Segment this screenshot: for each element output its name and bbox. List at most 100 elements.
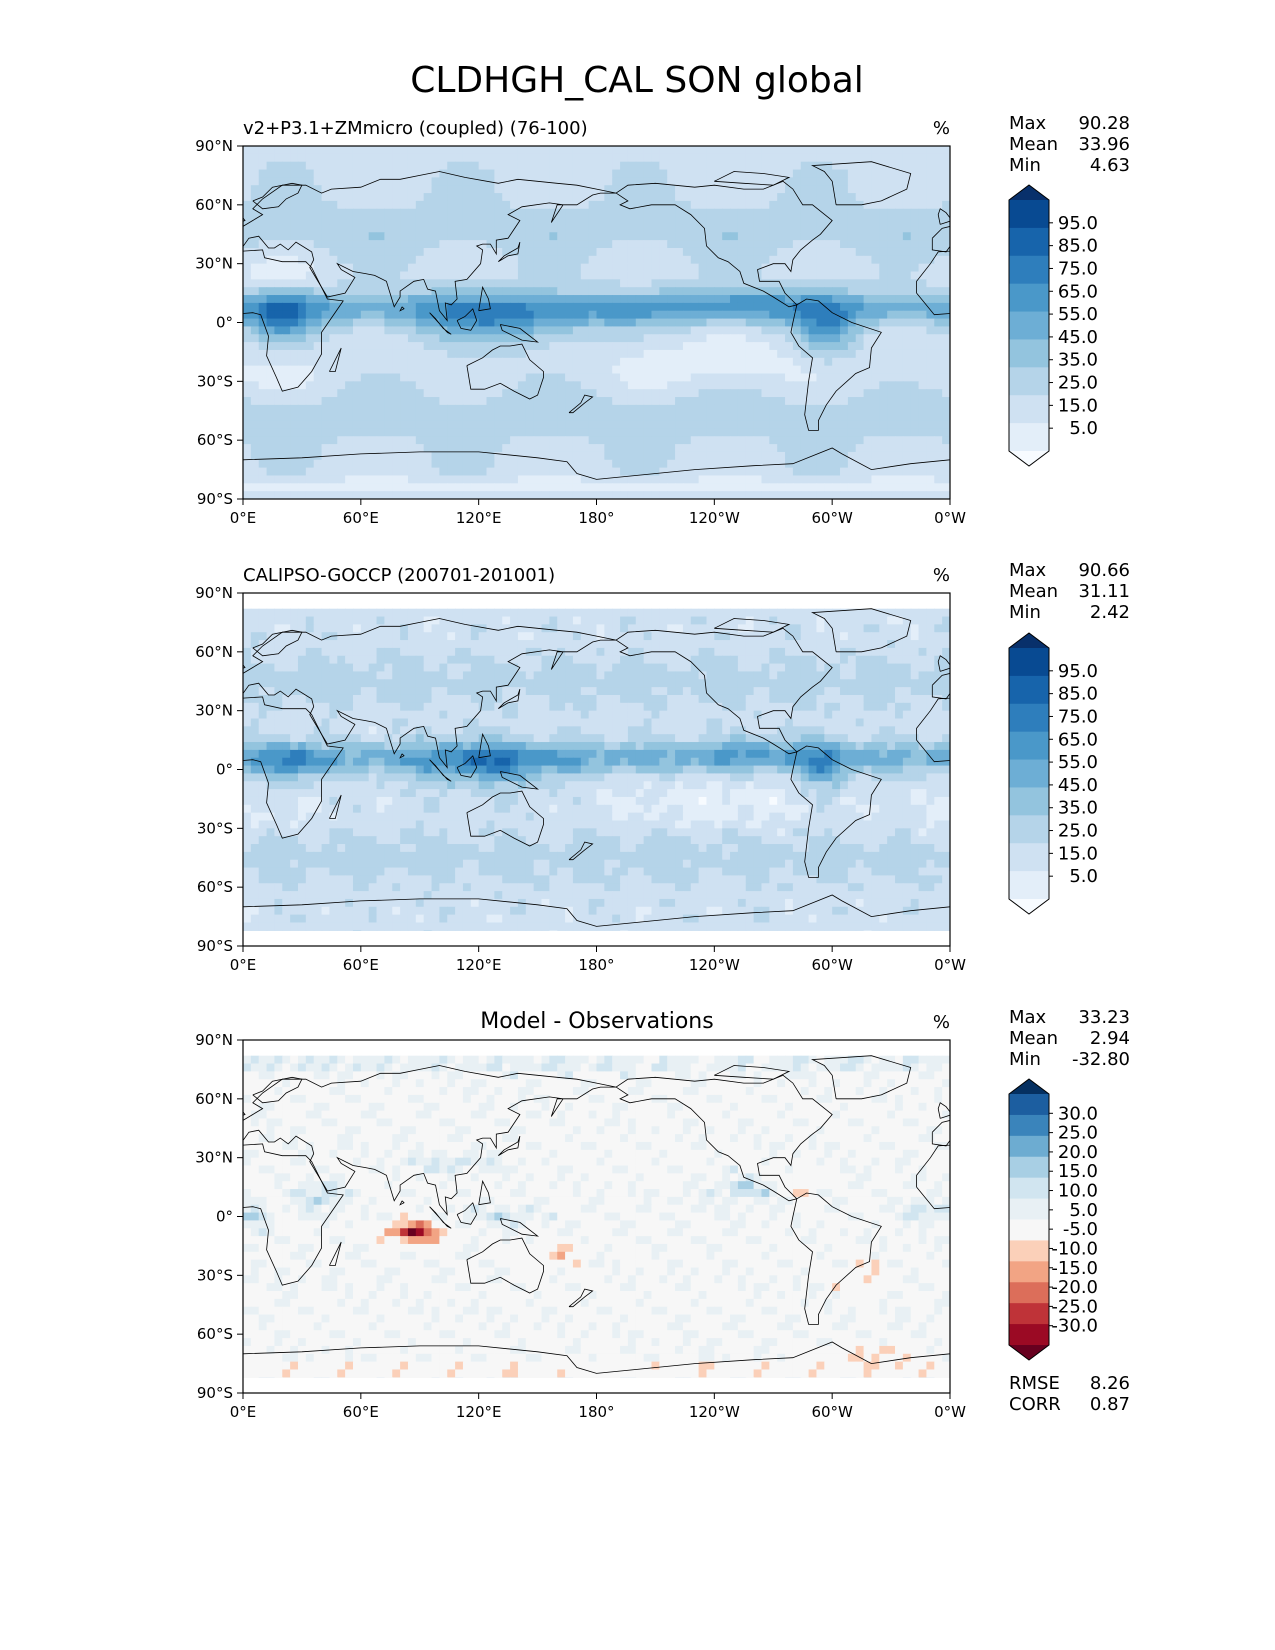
heatmap-cell xyxy=(832,451,841,461)
heatmap-cell xyxy=(494,420,503,429)
heatmap-cell xyxy=(455,428,464,437)
heatmap-cell xyxy=(345,404,354,414)
heatmap-cell xyxy=(407,655,417,665)
heatmap-cell xyxy=(698,208,708,218)
heatmap-cell xyxy=(329,428,338,437)
heatmap-cell xyxy=(384,193,393,202)
heatmap-cell xyxy=(887,459,896,469)
heatmap-cell xyxy=(910,169,920,178)
heatmap-cell xyxy=(659,232,668,241)
heatmap-cell xyxy=(243,655,252,665)
heatmap-cell xyxy=(502,161,511,171)
heatmap-cell xyxy=(800,302,810,312)
heatmap-cell xyxy=(455,271,464,280)
heatmap-cell xyxy=(384,397,393,406)
heatmap-cell xyxy=(596,608,605,618)
heatmap-cell xyxy=(439,491,448,499)
heatmap-cell xyxy=(549,640,558,649)
heatmap-cell xyxy=(243,169,252,178)
heatmap-cell xyxy=(604,483,613,492)
heatmap-cell xyxy=(282,279,291,288)
coastline xyxy=(1205,242,1227,262)
heatmap-cell xyxy=(816,436,825,445)
heatmap-cell xyxy=(792,475,802,484)
heatmap-cell xyxy=(824,389,833,398)
heatmap-cell xyxy=(785,632,794,641)
heatmap-cell xyxy=(706,436,715,445)
heatmap-cell xyxy=(510,177,519,186)
heatmap-cell xyxy=(675,428,684,437)
heatmap-cell xyxy=(643,357,653,367)
heatmap-cell xyxy=(305,302,315,312)
heatmap-cell xyxy=(368,169,378,178)
heatmap-cell xyxy=(525,310,535,320)
heatmap-cell xyxy=(580,616,590,625)
heatmap-cell xyxy=(847,420,857,429)
heatmap-cell xyxy=(745,224,755,233)
heatmap-cell xyxy=(879,193,888,202)
heatmap-cell xyxy=(714,444,723,453)
heatmap-cell xyxy=(910,177,920,186)
heatmap-cell xyxy=(840,193,849,202)
heatmap-cell xyxy=(879,208,888,218)
heatmap-cell xyxy=(722,412,731,422)
heatmap-cell xyxy=(706,185,715,194)
heatmap-cell xyxy=(745,616,755,625)
heatmap-cell xyxy=(352,397,362,406)
heatmap-cell xyxy=(329,161,338,171)
heatmap-cell xyxy=(565,349,574,359)
heatmap-cell xyxy=(439,483,448,492)
heatmap-cell xyxy=(926,608,935,618)
heatmap-cell xyxy=(274,349,283,359)
heatmap-cell xyxy=(258,616,268,625)
heatmap-cell xyxy=(808,279,818,288)
heatmap-cell xyxy=(415,632,425,641)
heatmap-cell xyxy=(816,169,825,178)
heatmap-cell xyxy=(510,420,519,429)
heatmap-cell xyxy=(572,287,582,296)
heatmap-cell xyxy=(840,334,849,343)
heatmap-cell xyxy=(643,475,653,484)
heatmap-cell xyxy=(321,483,331,492)
heatmap-cell xyxy=(926,271,935,280)
heatmap-cell xyxy=(730,459,739,469)
heatmap-cell xyxy=(525,616,535,625)
heatmap-cell xyxy=(840,483,849,492)
heatmap-cell xyxy=(690,663,700,673)
heatmap-cell xyxy=(643,255,653,265)
heatmap-cell xyxy=(620,177,629,186)
heatmap-cell xyxy=(447,193,456,202)
heatmap-cell xyxy=(470,483,480,492)
heatmap-cell xyxy=(918,381,928,390)
heatmap-cell xyxy=(706,263,715,273)
heatmap-cell xyxy=(282,302,291,312)
heatmap-cell xyxy=(808,169,818,178)
heatmap-cell xyxy=(415,404,425,414)
heatmap-cell xyxy=(620,483,629,492)
heatmap-cell xyxy=(808,334,818,343)
heatmap-cell xyxy=(329,389,338,398)
heatmap-cell xyxy=(934,193,943,202)
heatmap-cell xyxy=(400,412,409,422)
heatmap-cell xyxy=(439,287,448,296)
heatmap-cell xyxy=(635,271,645,280)
heatmap-cell xyxy=(486,663,495,673)
heatmap-cell xyxy=(698,412,708,422)
heatmap-cell xyxy=(345,146,354,155)
heatmap-cell xyxy=(942,232,950,241)
heatmap-cell xyxy=(423,279,433,288)
heatmap-cell xyxy=(588,287,598,296)
heatmap-cell xyxy=(808,357,818,367)
heatmap-cell xyxy=(667,404,676,414)
heatmap-cell xyxy=(769,318,778,328)
heatmap-cell xyxy=(942,326,950,335)
heatmap-cell xyxy=(745,161,755,171)
heatmap-cell xyxy=(737,146,747,155)
heatmap-cell xyxy=(455,491,464,499)
heatmap-cell xyxy=(407,193,417,202)
heatmap-cell xyxy=(297,161,307,171)
heatmap-cell xyxy=(675,146,684,155)
heatmap-cell xyxy=(753,451,763,461)
heatmap-cell xyxy=(785,475,794,484)
heatmap-cell xyxy=(895,436,904,445)
